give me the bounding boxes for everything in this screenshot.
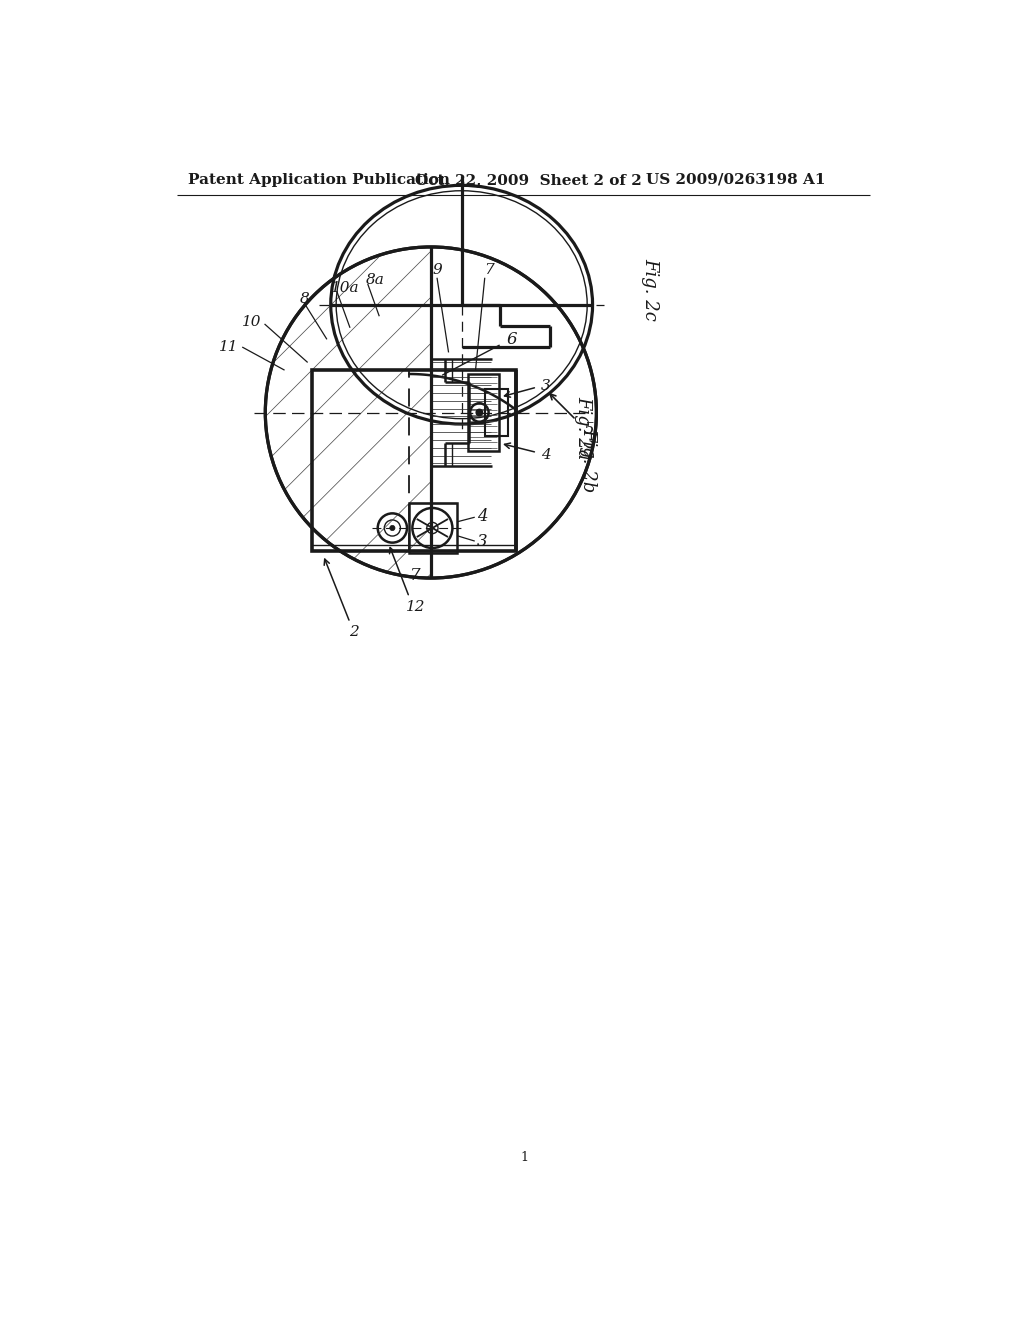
Text: 7: 7 — [411, 568, 421, 585]
Bar — [410, 503, 457, 553]
Text: 3: 3 — [477, 533, 487, 550]
Text: 1: 1 — [521, 1151, 528, 1164]
Text: 7: 7 — [483, 263, 494, 277]
Text: 11: 11 — [219, 341, 239, 354]
Text: Fig. 2a: Fig. 2a — [574, 396, 592, 459]
Text: 8a: 8a — [366, 273, 384, 286]
Text: Patent Application Publication: Patent Application Publication — [188, 173, 451, 187]
Bar — [484, 389, 508, 436]
Text: 6: 6 — [506, 331, 517, 348]
Text: Fig. 2b: Fig. 2b — [580, 429, 598, 492]
Text: 12: 12 — [406, 601, 425, 614]
Text: Oct. 22, 2009  Sheet 2 of 2: Oct. 22, 2009 Sheet 2 of 2 — [416, 173, 642, 187]
Text: 2: 2 — [349, 624, 358, 639]
Text: 9: 9 — [432, 263, 442, 277]
Text: 10a: 10a — [331, 281, 359, 294]
Text: 4: 4 — [541, 447, 551, 462]
Text: 10: 10 — [242, 314, 261, 329]
Bar — [311, 370, 515, 552]
Text: 4: 4 — [477, 508, 487, 525]
Text: 3: 3 — [541, 379, 551, 392]
Text: 5: 5 — [584, 421, 594, 438]
Text: US 2009/0263198 A1: US 2009/0263198 A1 — [646, 173, 826, 187]
Text: Fig. 2c: Fig. 2c — [641, 257, 659, 321]
Circle shape — [390, 525, 395, 531]
Text: 8: 8 — [300, 292, 309, 305]
Circle shape — [476, 409, 482, 416]
Bar — [468, 374, 499, 451]
